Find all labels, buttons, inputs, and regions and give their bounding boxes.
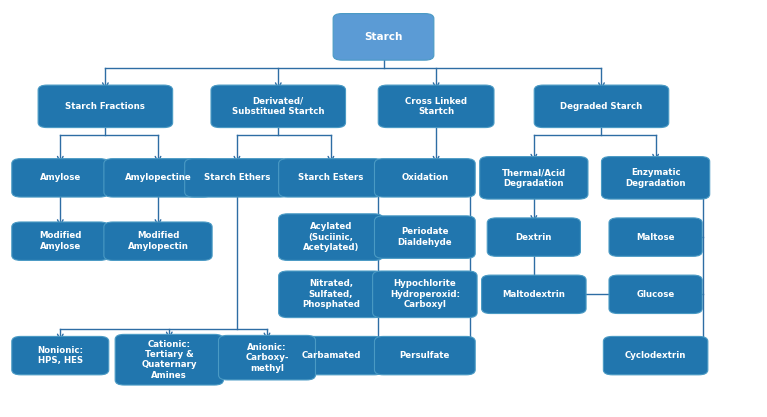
Text: Modified
Amylopectin: Modified Amylopectin	[127, 231, 189, 251]
FancyBboxPatch shape	[278, 271, 384, 318]
FancyBboxPatch shape	[38, 85, 173, 128]
FancyBboxPatch shape	[278, 337, 384, 375]
FancyBboxPatch shape	[12, 158, 109, 197]
FancyBboxPatch shape	[487, 218, 581, 256]
Text: Starch Fractions: Starch Fractions	[65, 102, 145, 111]
Text: Starch Ethers: Starch Ethers	[204, 173, 270, 182]
Text: Amylopectine: Amylopectine	[124, 173, 192, 182]
Text: Maltodextrin: Maltodextrin	[502, 290, 565, 299]
FancyBboxPatch shape	[104, 222, 212, 260]
FancyBboxPatch shape	[278, 158, 384, 197]
Text: Anionic:
Carboxy-
methyl: Anionic: Carboxy- methyl	[245, 343, 288, 372]
Text: Modified
Amylose: Modified Amylose	[39, 231, 81, 251]
Text: Cyclodextrin: Cyclodextrin	[625, 351, 686, 360]
FancyBboxPatch shape	[534, 85, 669, 128]
FancyBboxPatch shape	[211, 85, 346, 128]
FancyBboxPatch shape	[609, 275, 703, 314]
FancyBboxPatch shape	[219, 335, 315, 380]
Text: Carbamated: Carbamated	[301, 351, 360, 360]
Text: Degraded Starch: Degraded Starch	[561, 102, 643, 111]
Text: Acylated
(Suciinic,
Acetylated): Acylated (Suciinic, Acetylated)	[303, 222, 359, 252]
Text: Enzymatic
Degradation: Enzymatic Degradation	[625, 168, 686, 188]
Text: Derivated/
Substitued Startch: Derivated/ Substitued Startch	[232, 97, 324, 116]
Text: Thermal/Acid
Degradation: Thermal/Acid Degradation	[502, 168, 566, 188]
FancyBboxPatch shape	[185, 158, 289, 197]
Text: Maltose: Maltose	[637, 233, 675, 241]
Text: Cross Linked
Startch: Cross Linked Startch	[405, 97, 467, 116]
FancyBboxPatch shape	[373, 271, 477, 318]
Text: Starch Esters: Starch Esters	[298, 173, 364, 182]
Text: Glucose: Glucose	[637, 290, 675, 299]
Text: Nonionic:
HPS, HES: Nonionic: HPS, HES	[38, 346, 84, 365]
Text: Nitrated,
Sulfated,
Phosphated: Nitrated, Sulfated, Phosphated	[302, 279, 360, 309]
FancyBboxPatch shape	[374, 216, 476, 259]
FancyBboxPatch shape	[482, 275, 586, 314]
FancyBboxPatch shape	[609, 218, 703, 256]
FancyBboxPatch shape	[333, 14, 434, 60]
Text: Starch: Starch	[364, 32, 403, 42]
Text: Persulfate: Persulfate	[400, 351, 450, 360]
Text: Oxidation: Oxidation	[401, 173, 449, 182]
FancyBboxPatch shape	[104, 158, 212, 197]
FancyBboxPatch shape	[12, 222, 109, 260]
Text: Amylose: Amylose	[40, 173, 81, 182]
Text: Hypochlorite
Hydroperoxid:
Carboxyl: Hypochlorite Hydroperoxid: Carboxyl	[390, 279, 460, 309]
FancyBboxPatch shape	[374, 158, 476, 197]
Text: Dextrin: Dextrin	[515, 233, 552, 241]
FancyBboxPatch shape	[604, 337, 708, 375]
FancyBboxPatch shape	[115, 334, 223, 385]
FancyBboxPatch shape	[378, 85, 494, 128]
FancyBboxPatch shape	[479, 157, 588, 199]
FancyBboxPatch shape	[374, 337, 476, 375]
Text: Periodate
Dialdehyde: Periodate Dialdehyde	[397, 227, 453, 247]
FancyBboxPatch shape	[278, 214, 384, 260]
Text: Cationic:
Tertiary &
Quaternary
Amines: Cationic: Tertiary & Quaternary Amines	[142, 339, 197, 380]
FancyBboxPatch shape	[601, 157, 709, 199]
FancyBboxPatch shape	[12, 337, 109, 375]
